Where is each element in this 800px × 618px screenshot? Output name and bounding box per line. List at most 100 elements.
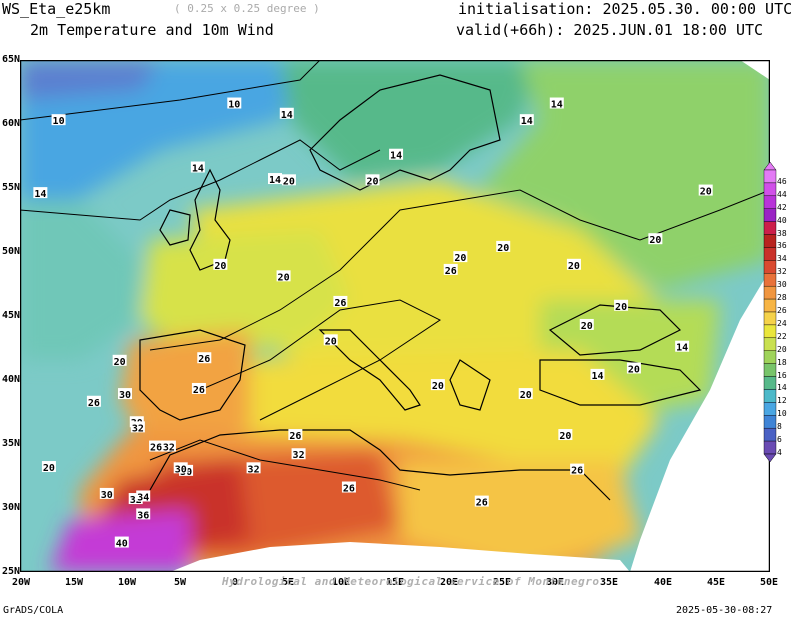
colorbar-label: 18 [777,357,787,367]
contour-label: 20 [278,272,290,283]
zone-scandinavia [280,60,540,180]
contour-label: 20 [581,321,593,332]
contour-label-bg [118,388,132,400]
colorbar-label: 4 [777,448,782,457]
contour-label-bg [549,97,564,109]
lon-label-50e: 50E [760,577,779,588]
field-title: 2m Temperature and 10m Wind [30,21,274,39]
contour-label: 20 [649,235,661,246]
lon-label-30e: 30E [546,577,565,588]
contour-label: 26 [198,354,210,365]
contour-label: 26 [343,484,355,495]
contour-label: 26 [571,466,583,477]
contour-label-bg [443,263,458,275]
contour-label-bg [323,334,338,346]
coast-iberia [139,329,246,421]
contour-label: 10 [53,116,65,127]
contour-label-bg [341,481,356,493]
lat-label-55n: 55N [2,182,21,193]
colorbar-label: 42 [777,202,787,212]
lon-label-15e: 15E [386,577,405,588]
contour-label: 20 [432,381,444,392]
zone-atlantic-cold [20,60,320,220]
contour-label: 32 [248,464,260,475]
colorbar-swatch [763,247,777,261]
colorbar-swatch [763,285,777,300]
contour-label-bg [648,233,663,245]
colorbar-swatch [763,427,777,442]
contour-label-bg [698,184,713,196]
contour-label-bg [453,251,468,263]
contour-label: 20 [559,431,571,442]
contour-label-bg [474,495,489,507]
colorbar-swatch [763,363,777,377]
contour-label-bg [268,173,282,185]
contour-label-bg [136,490,151,502]
zone-russia-green [480,60,770,290]
contour-label: 14 [676,343,688,354]
contour-label: 10 [228,100,240,111]
isotherm-10 [20,60,321,121]
colorbar-swatch [763,350,777,364]
no-data-south [170,542,630,572]
lon-label-20w: 20W [12,577,31,588]
isotherm-20 [149,189,770,351]
colorbar-label: 26 [777,306,787,315]
contour-label: 30 [119,390,131,401]
lat-label-65n: 65N [2,54,21,65]
contour-label: 26 [193,385,205,396]
zone-iberia [120,330,250,450]
colorbar-swatch [763,389,777,403]
colorbar-label: 14 [777,383,787,393]
isotherm-26 [199,299,441,421]
coast-turkey [539,359,702,406]
contour-label: 14 [521,116,533,127]
contour-label: 20 [454,253,466,264]
contour-label-bg [161,440,176,452]
coast-north-africa [149,429,611,501]
contour-label: 20 [214,261,226,272]
contour-label: 14 [390,151,402,162]
colorbar-label: 8 [777,422,782,432]
contour-label-bg [281,174,296,186]
lat-label-25n: 25N [2,566,21,577]
contour-label-bg [227,97,242,109]
colorbar-swatch [763,440,777,455]
contour-label-bg [51,114,66,126]
colorbar-label: 24 [777,318,787,328]
contour-label-bg [570,463,585,475]
zone-france [140,230,350,360]
colorbar-swatch [763,337,777,351]
colorbar-label: 30 [777,280,787,290]
colorbar-label: 46 [777,176,787,186]
lon-label-5w: 5W [174,577,187,588]
contour-label-bg [173,462,188,474]
contour-label: 40 [116,539,128,550]
contour-label-bg [149,440,164,452]
contour-label: 20 [568,261,580,272]
colorbar-label: 22 [777,331,787,341]
contour-label-bg [279,107,294,119]
colorbar-label: 44 [777,189,787,199]
contour-label: 14 [269,175,281,186]
contour-label: 20 [283,176,295,187]
contour-label-bg [99,487,114,499]
lat-label-40n: 40N [2,374,21,385]
colorbar-label: 10 [777,409,787,419]
contour-label-bg [675,340,690,352]
contour-label: 32 [163,443,175,454]
colorbar-swatch [763,234,777,248]
coast-black-sea [548,304,682,356]
contour-label: 32 [132,423,144,434]
contour-label: 26 [88,398,100,409]
lon-label-5e: 5E [282,577,295,588]
isotherm-14a [20,139,381,221]
resolution-label: ( 0.25 x 0.25 degree ) [174,2,320,15]
contour-label-bg [389,148,404,160]
zone-arctic-cold [20,60,160,100]
lat-label-60n: 60N [2,118,21,129]
colorbar-label: 12 [777,396,787,406]
contour-label: 20 [520,390,532,401]
colorbar-label: 16 [777,370,787,380]
contour-label: 20 [615,302,627,313]
